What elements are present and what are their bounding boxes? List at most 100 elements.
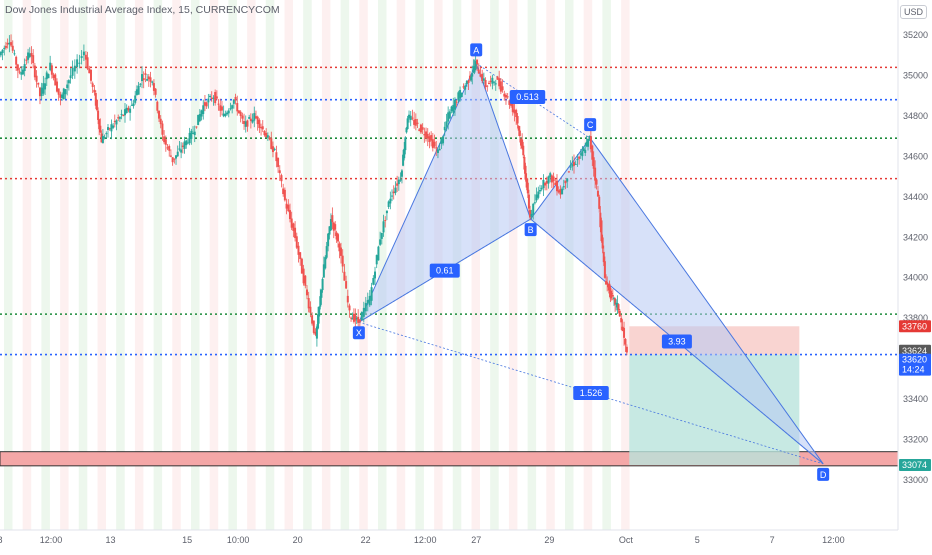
candle-body xyxy=(186,142,189,144)
candle-body xyxy=(471,73,474,77)
candle-body xyxy=(307,298,310,309)
candle-body xyxy=(15,56,18,65)
candle-body xyxy=(624,339,627,345)
price-tick-label: 34000 xyxy=(903,273,928,283)
candle-body xyxy=(620,317,623,323)
candle-body xyxy=(27,52,30,60)
candle-body xyxy=(335,232,338,240)
candle-body xyxy=(305,289,308,296)
candle-body xyxy=(513,109,516,114)
candle-body xyxy=(504,94,507,98)
ratio-badge xyxy=(429,263,460,278)
candle-body xyxy=(127,107,130,111)
candle-body xyxy=(0,52,2,56)
candle-body xyxy=(455,101,458,103)
candle-body xyxy=(195,126,198,128)
candle-body xyxy=(453,99,456,110)
candle-body xyxy=(197,114,200,125)
candle-body xyxy=(358,319,361,322)
price-tick-label: 34600 xyxy=(903,151,928,161)
candle-body xyxy=(32,55,35,64)
candle-body xyxy=(606,282,609,285)
candle-body xyxy=(106,127,109,130)
candle-body xyxy=(173,158,176,160)
pattern-point-label: C xyxy=(587,120,594,130)
price-tick-label: 33200 xyxy=(903,435,928,445)
pattern-point-label: B xyxy=(528,225,534,235)
candle-body xyxy=(484,80,487,88)
candle-body xyxy=(16,64,19,71)
candle-body xyxy=(404,137,407,151)
candle-body xyxy=(596,190,599,197)
candle-body xyxy=(292,223,295,231)
candle-body xyxy=(159,118,162,125)
candle-body xyxy=(540,187,543,190)
candle-body xyxy=(169,155,172,157)
candle-body xyxy=(88,68,91,74)
price-tick-label: 34800 xyxy=(903,111,928,121)
candle-body xyxy=(190,130,193,139)
candle-body xyxy=(200,110,203,117)
candle-body xyxy=(576,159,579,161)
candle-body xyxy=(374,271,377,279)
time-tick-label: 12:00 xyxy=(414,535,437,545)
candle-body xyxy=(260,127,263,129)
candle-body xyxy=(168,146,171,151)
candle-body xyxy=(601,237,604,249)
candle-body xyxy=(300,258,303,274)
candle-body xyxy=(552,176,555,182)
session-shading xyxy=(4,0,630,530)
candle-body xyxy=(324,257,327,269)
currency-badge[interactable]: USD xyxy=(899,5,927,19)
candle-body xyxy=(470,76,473,81)
candle-body xyxy=(226,112,229,115)
pattern-point-label: A xyxy=(473,45,479,55)
candle-body xyxy=(517,126,520,131)
candle-body xyxy=(224,113,227,117)
candle-body xyxy=(562,186,565,188)
candle-body xyxy=(97,110,100,120)
candle-body xyxy=(447,112,450,122)
candle-body xyxy=(115,120,118,125)
candle-body xyxy=(554,182,557,186)
candle-body xyxy=(11,45,14,51)
candle-body xyxy=(465,80,468,85)
candle-body xyxy=(397,179,400,185)
candle-body xyxy=(311,315,314,324)
candle-body xyxy=(265,132,268,138)
candle-body xyxy=(66,84,69,89)
time-tick-label: 15 xyxy=(182,535,192,545)
candle-body xyxy=(343,271,346,281)
price-tick-label: 35200 xyxy=(903,30,928,40)
candle-body xyxy=(244,121,247,127)
candle-body xyxy=(341,255,344,267)
candle-body xyxy=(154,88,157,95)
candle-body xyxy=(472,66,475,68)
candle-body xyxy=(246,120,249,127)
session-stripe xyxy=(116,0,125,530)
candle-body xyxy=(609,288,612,299)
candle-body xyxy=(516,115,519,124)
ratio-line-bd xyxy=(530,218,824,465)
candle-body xyxy=(411,117,414,119)
candle-body xyxy=(55,81,58,92)
candle-body xyxy=(327,233,330,247)
candle-body xyxy=(89,69,92,81)
candle-body xyxy=(205,102,208,107)
session-stripe xyxy=(378,0,387,530)
candle-body xyxy=(237,110,240,114)
price-tick-label: 33000 xyxy=(903,475,928,485)
candle-body xyxy=(180,149,183,153)
candle-body xyxy=(519,139,522,146)
time-tick-label: 22 xyxy=(361,535,371,545)
candle-body xyxy=(178,148,181,150)
candle-body xyxy=(317,314,320,329)
candle-body xyxy=(443,126,446,131)
time-tick-label: 12:00 xyxy=(822,535,845,545)
candle-body xyxy=(452,104,455,113)
candle-body xyxy=(489,80,492,82)
candle-body xyxy=(130,104,133,106)
